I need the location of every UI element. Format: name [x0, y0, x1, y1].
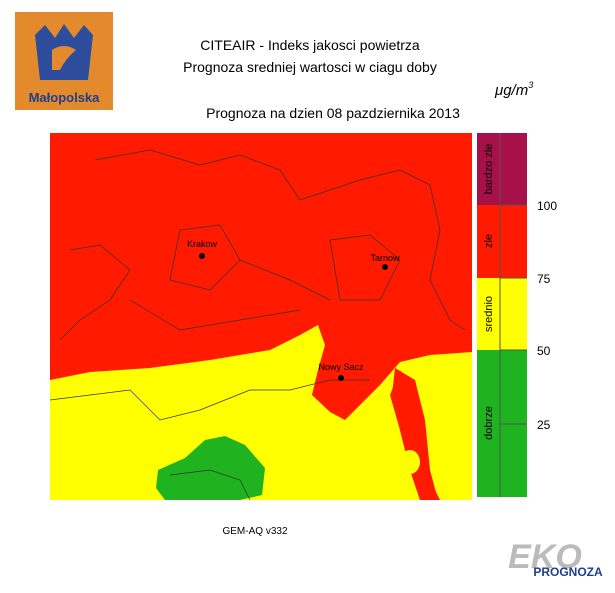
map-red-tongue	[392, 368, 438, 500]
model: GEM-AQ v332	[222, 526, 287, 537]
logo-icon-detail	[52, 46, 76, 70]
date: Prognoza na dzien 08 pazdziernika 2013	[206, 105, 460, 121]
city-dot	[338, 375, 344, 381]
brand-top: EKO	[508, 538, 582, 576]
unit-exp: 3	[528, 80, 533, 90]
title: CITEAIR - Indeks jakosci powietrza	[200, 37, 420, 53]
map-yellow-spot	[400, 450, 420, 474]
legend-class: srednio	[483, 296, 495, 332]
logo-label: Małopolska	[29, 90, 101, 105]
legend: bardzo zle zle srednio dobrze 100 75 50 …	[477, 133, 557, 497]
unit: μg/m3	[494, 80, 533, 99]
legend-class: bardzo zle	[483, 144, 495, 195]
legend-class: zle	[483, 234, 495, 248]
subtitle: Prognoza sredniej wartosci w ciagu doby	[183, 59, 437, 75]
map-borders	[49, 149, 466, 501]
legend-band	[477, 133, 527, 205]
city-label: Tarnow	[370, 253, 400, 263]
map-green	[156, 436, 265, 500]
map: Krakow Tarnow Nowy Sacz	[49, 133, 472, 501]
brand-bottom: PROGNOZA	[533, 565, 603, 579]
legend-band	[477, 278, 527, 350]
map-yellow	[50, 325, 472, 500]
city-dot	[382, 264, 388, 270]
legend-threshold: 50	[537, 344, 551, 358]
legend-threshold: 100	[537, 199, 557, 213]
legend-threshold: 25	[537, 418, 551, 432]
unit-base: μg/m	[494, 82, 528, 99]
legend-class: dobrze	[483, 406, 495, 440]
city-dot	[199, 253, 205, 259]
legend-ticks	[500, 204, 527, 425]
legend-threshold: 75	[537, 272, 551, 286]
legend-band	[477, 205, 527, 278]
city-label: Krakow	[187, 239, 218, 249]
city-label: Nowy Sacz	[318, 362, 364, 372]
